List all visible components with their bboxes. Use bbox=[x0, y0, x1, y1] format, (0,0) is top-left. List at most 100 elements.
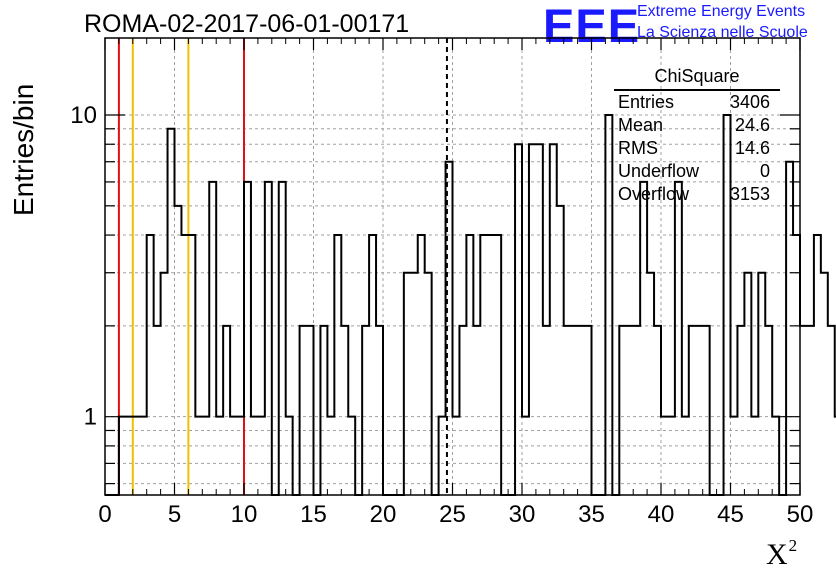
histogram-bin bbox=[536, 144, 543, 495]
histogram-bin bbox=[300, 326, 307, 495]
histogram-bin bbox=[175, 206, 182, 495]
histogram-bin bbox=[369, 235, 376, 495]
x-tick-label: 15 bbox=[300, 501, 327, 528]
histogram-bin bbox=[425, 273, 432, 495]
histogram-bin bbox=[626, 326, 633, 495]
histogram-bin bbox=[564, 326, 571, 495]
stats-key: Mean bbox=[618, 115, 664, 135]
histogram-bin bbox=[605, 115, 612, 495]
histogram-bin bbox=[550, 144, 557, 495]
stats-row-overflow: Overflow 3153 bbox=[618, 184, 770, 207]
histogram-bin bbox=[772, 417, 779, 495]
x-axis-label: X2 bbox=[766, 536, 797, 572]
histogram-bin bbox=[195, 417, 202, 495]
histogram-bin bbox=[737, 326, 744, 495]
stats-key: Entries bbox=[618, 92, 675, 112]
histogram-bin bbox=[307, 326, 314, 495]
histogram-bin bbox=[751, 417, 758, 495]
histogram-bin bbox=[251, 417, 258, 495]
logo-caption-line-1: Extreme Energy Events bbox=[637, 3, 806, 20]
histogram-bin bbox=[557, 206, 564, 495]
histogram-bin bbox=[327, 417, 334, 495]
histogram-bin bbox=[807, 326, 814, 495]
histogram-bin bbox=[703, 326, 710, 495]
histogram-bin bbox=[682, 417, 689, 495]
histogram-bin bbox=[154, 326, 161, 495]
histogram-bin bbox=[202, 417, 209, 495]
histogram-bin bbox=[654, 326, 661, 495]
histogram-bin bbox=[585, 326, 592, 495]
x-tick-label: 20 bbox=[370, 501, 397, 528]
histogram-outline bbox=[105, 114, 836, 496]
histogram-bin bbox=[814, 235, 821, 495]
x-tick-label: 30 bbox=[509, 501, 536, 528]
histogram-bin bbox=[453, 417, 460, 495]
x-tick-label: 25 bbox=[439, 501, 466, 528]
stats-key: Overflow bbox=[618, 184, 690, 204]
histogram-bin bbox=[362, 326, 369, 495]
histogram-bin bbox=[348, 417, 355, 495]
stats-value: 3153 bbox=[729, 184, 770, 204]
histogram-bin bbox=[515, 144, 522, 495]
stats-title: ChiSquare bbox=[654, 66, 740, 86]
histogram-bin bbox=[571, 326, 578, 495]
stats-value: 14.6 bbox=[734, 138, 770, 158]
histogram-bin bbox=[279, 182, 286, 495]
stats-value: 24.6 bbox=[734, 115, 770, 135]
x-tick-label: 45 bbox=[717, 501, 744, 528]
histogram-bin bbox=[341, 326, 348, 495]
histogram-bin bbox=[668, 417, 675, 495]
x-tick-label: 0 bbox=[98, 501, 111, 528]
histogram-bin bbox=[731, 417, 738, 495]
stats-divider bbox=[614, 89, 780, 91]
histogram-bin bbox=[265, 182, 272, 495]
histogram-bin bbox=[578, 326, 585, 495]
histogram-bin bbox=[223, 326, 230, 495]
histogram-bin bbox=[411, 273, 418, 495]
histogram-bin bbox=[209, 182, 216, 495]
histogram-bin bbox=[633, 326, 640, 495]
axis-ticks bbox=[104, 38, 801, 495]
histogram-bin bbox=[237, 417, 244, 495]
histogram-bin bbox=[793, 235, 800, 495]
histogram-bin bbox=[376, 326, 383, 495]
histogram-bin bbox=[133, 417, 140, 495]
histogram-bin bbox=[765, 326, 772, 495]
histogram-bin bbox=[487, 235, 494, 495]
x-tick-label: 40 bbox=[648, 501, 675, 528]
x-axis-label-superscript: 2 bbox=[788, 536, 798, 555]
histogram-bin bbox=[647, 273, 654, 495]
histogram-bin bbox=[543, 326, 550, 495]
stats-key: Underflow bbox=[618, 161, 700, 181]
histogram-bin bbox=[529, 144, 536, 495]
histogram-bin bbox=[494, 235, 501, 495]
histogram-bin bbox=[821, 273, 828, 495]
histogram-bin bbox=[168, 129, 175, 495]
histogram-bin bbox=[689, 326, 696, 495]
histogram-bin bbox=[119, 417, 126, 495]
histogram-bin bbox=[126, 417, 133, 495]
histogram-bin bbox=[744, 273, 751, 495]
x-tick-label: 10 bbox=[231, 501, 258, 528]
histogram-bin bbox=[140, 417, 147, 495]
histogram-bin bbox=[800, 326, 807, 495]
histogram-bin bbox=[147, 235, 154, 495]
y-tick-label: 10 bbox=[70, 102, 97, 129]
histogram-layer bbox=[105, 114, 836, 496]
histogram-bin bbox=[418, 235, 425, 495]
histogram-bin bbox=[334, 235, 341, 495]
histogram-bin bbox=[466, 235, 473, 495]
y-tick-label: 1 bbox=[84, 404, 97, 431]
histogram-bin bbox=[244, 182, 251, 495]
x-tick-label: 35 bbox=[578, 501, 605, 528]
histogram-bin bbox=[758, 273, 765, 495]
histogram-bin bbox=[161, 273, 168, 495]
histogram-bin bbox=[619, 326, 626, 495]
histogram-bin bbox=[696, 326, 703, 495]
stats-row-underflow: Underflow 0 bbox=[618, 161, 770, 184]
tick-labels: 0 5 10 15 20 25 30 35 40 45 50 1 10 bbox=[70, 102, 813, 528]
logo-caption-line-2: La Scienza nelle Scuole bbox=[637, 24, 808, 41]
histogram-bin bbox=[786, 162, 793, 495]
histogram-bin bbox=[480, 235, 487, 495]
